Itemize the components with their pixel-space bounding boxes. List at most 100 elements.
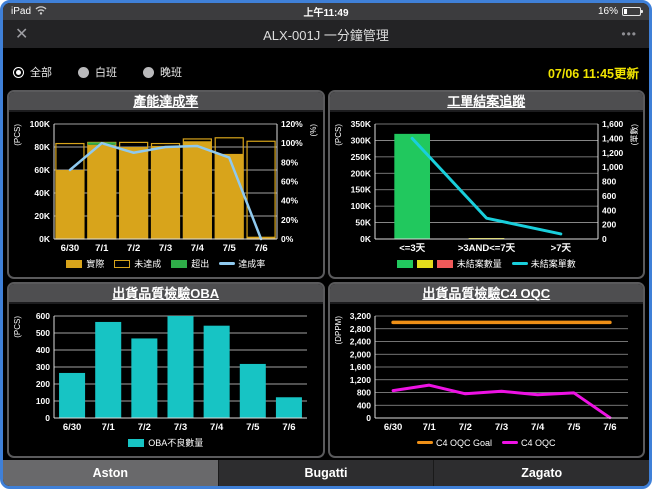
svg-text:50K: 50K xyxy=(355,218,371,228)
radio-icon xyxy=(78,66,89,78)
svg-text:200K: 200K xyxy=(350,168,371,178)
svg-text:7/4: 7/4 xyxy=(191,243,205,254)
svg-text:1,600: 1,600 xyxy=(602,119,624,129)
tab-aston[interactable]: Aston xyxy=(3,460,219,486)
svg-text:120%: 120% xyxy=(281,119,303,129)
svg-text:40K: 40K xyxy=(35,188,51,198)
svg-text:7/4: 7/4 xyxy=(210,422,224,433)
close-icon[interactable]: ✕ xyxy=(15,26,29,43)
radio-label: 晚班 xyxy=(160,67,182,79)
svg-text:7/3: 7/3 xyxy=(174,422,187,433)
svg-text:400: 400 xyxy=(36,345,50,355)
svg-text:200: 200 xyxy=(36,379,50,389)
legend-item: C4 OQC xyxy=(502,438,556,448)
chart-legend: C4 OQC Goal C4 OQC xyxy=(416,434,556,451)
oba-quality-chart: 0 100 200 300 400 500 600 6/30 7/1 7/2 7/3 7/4 7/5 7/… xyxy=(13,311,308,433)
clock: 上午11:49 xyxy=(303,8,349,19)
svg-text:200: 200 xyxy=(602,220,616,230)
svg-text:800: 800 xyxy=(602,177,616,187)
svg-text:600: 600 xyxy=(36,311,50,321)
tab-zagato[interactable]: Zagato xyxy=(434,460,649,486)
svg-text:(PCS): (PCS) xyxy=(334,124,343,146)
svg-text:100K: 100K xyxy=(350,201,371,211)
svg-text:0K: 0K xyxy=(360,234,372,244)
status-bar: iPad 上午11:49 16% xyxy=(3,3,649,20)
svg-text:1,200: 1,200 xyxy=(602,148,624,158)
tab-bugatti[interactable]: Bugatti xyxy=(218,460,435,486)
legend-item: C4 OQC Goal xyxy=(416,438,492,448)
radio-day-shift[interactable]: 白班 xyxy=(78,64,117,80)
svg-text:(PCS): (PCS) xyxy=(13,124,22,146)
svg-text:100K: 100K xyxy=(30,119,51,129)
chart-title: 出貨品質檢驗C4 OQC xyxy=(329,284,643,304)
svg-text:6/30: 6/30 xyxy=(63,422,82,433)
svg-text:80%: 80% xyxy=(281,157,298,167)
svg-text:0: 0 xyxy=(366,413,371,423)
radio-night-shift[interactable]: 晚班 xyxy=(143,64,182,80)
svg-text:500: 500 xyxy=(36,328,50,338)
capacity-rate-chart: 0K 20K 40K 60K 80K 100K 0% 20% 40% 60% 80% 100% 120%… xyxy=(13,119,318,254)
svg-text:(%): (%) xyxy=(309,124,318,137)
chart-title: 產能達成率 xyxy=(9,92,323,112)
work-order-chart: 0K 50K 100K 150K 200K 250K 300K 350K 0 200 400 600 8… xyxy=(334,119,639,254)
svg-text:300K: 300K xyxy=(350,135,371,145)
svg-text:7/1: 7/1 xyxy=(102,422,116,433)
svg-text:7/5: 7/5 xyxy=(223,243,237,254)
legend-item: 未結案單數 xyxy=(511,257,576,270)
svg-text:(DPPM): (DPPM) xyxy=(334,316,343,345)
svg-text:600: 600 xyxy=(602,191,616,201)
radio-icon xyxy=(143,66,154,78)
panel-c4-oqc: 出貨品質檢驗C4 OQC 0 400 800 1,200 1,600 2,000 2,400… xyxy=(327,282,645,458)
chart-legend: OBA不良數量 xyxy=(128,434,203,451)
panel-capacity-rate: 產能達成率 0K 20K 40K 60K 80K 100K 0% 20% 40% 60% 80% 10… xyxy=(7,90,325,279)
svg-text:7/1: 7/1 xyxy=(95,243,109,254)
svg-text:7/6: 7/6 xyxy=(283,422,296,433)
panel-oba-quality: 出貨品質檢驗OBA 0 100 200 300 400 500 600 6/30 7/1 7/2 7… xyxy=(7,282,325,458)
svg-text:7/5: 7/5 xyxy=(567,422,581,433)
more-menu-icon[interactable]: ••• xyxy=(621,27,637,41)
svg-text:0: 0 xyxy=(602,234,607,244)
svg-text:7/3: 7/3 xyxy=(159,243,172,254)
page-title: ALX-001J 一分鐘管理 xyxy=(263,27,389,43)
svg-text:(單數): (單數) xyxy=(629,124,639,146)
svg-text:40%: 40% xyxy=(281,196,298,206)
svg-text:2,400: 2,400 xyxy=(349,337,371,347)
svg-text:400: 400 xyxy=(357,400,371,410)
svg-text:20%: 20% xyxy=(281,215,298,225)
svg-text:2,000: 2,000 xyxy=(349,349,371,359)
svg-text:60K: 60K xyxy=(35,165,51,175)
svg-text:60%: 60% xyxy=(281,177,298,187)
legend-item: 達成率 xyxy=(219,257,265,270)
wifi-icon xyxy=(35,5,47,18)
svg-text:1,000: 1,000 xyxy=(602,162,624,172)
svg-text:0K: 0K xyxy=(39,234,51,244)
svg-text:>3AND<=7天: >3AND<=7天 xyxy=(458,243,516,254)
svg-text:0%: 0% xyxy=(281,234,294,244)
svg-text:7/2: 7/2 xyxy=(138,422,151,433)
chart-legend: 未結案數量 未結案單數 xyxy=(396,255,576,272)
svg-text:3,200: 3,200 xyxy=(349,311,371,321)
legend-item: 未結案數量 xyxy=(396,257,502,270)
svg-text:0: 0 xyxy=(46,413,51,423)
legend-item: 未達成 xyxy=(114,257,161,270)
legend-item: 實際 xyxy=(66,257,104,270)
battery-icon xyxy=(622,7,643,16)
svg-text:800: 800 xyxy=(357,388,371,398)
svg-text:7/2: 7/2 xyxy=(127,243,140,254)
c4-oqc-chart: 0 400 800 1,200 1,600 2,000 2,400 2,800 3,200 6/3… xyxy=(334,311,628,433)
svg-text:250K: 250K xyxy=(350,152,371,162)
chart-title: 出貨品質檢驗OBA xyxy=(9,284,323,304)
svg-text:(PCS): (PCS) xyxy=(13,316,22,338)
legend-item: 超出 xyxy=(171,257,209,270)
svg-text:7/6: 7/6 xyxy=(255,243,268,254)
filter-row: 全部 白班 晚班 07/06 11:45更新 xyxy=(3,60,649,84)
battery-percent: 16% xyxy=(597,6,618,17)
radio-all[interactable]: 全部 xyxy=(13,64,52,80)
svg-text:6/30: 6/30 xyxy=(61,243,80,254)
svg-text:100: 100 xyxy=(36,396,50,406)
svg-text:2,800: 2,800 xyxy=(349,324,371,334)
svg-text:20K: 20K xyxy=(35,211,51,221)
dashboard-grid: 產能達成率 0K 20K 40K 60K 80K 100K 0% 20% 40% 60% 80% 10… xyxy=(3,90,649,458)
svg-text:7/4: 7/4 xyxy=(531,422,545,433)
